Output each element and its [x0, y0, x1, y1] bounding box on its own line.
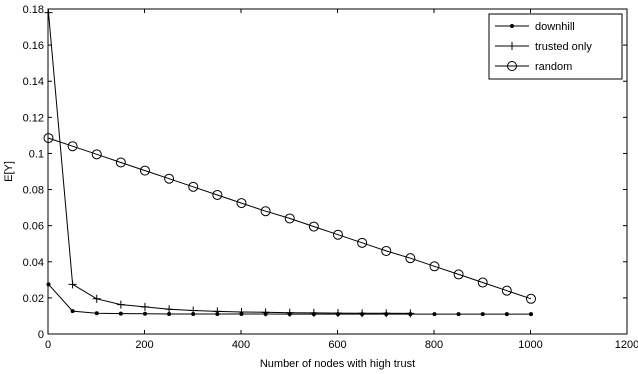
data-point-downhill [456, 312, 461, 317]
legend: downhill trusted only random [488, 13, 623, 80]
legend-marker-downhill [510, 24, 514, 28]
data-point-trusted-only [406, 309, 415, 318]
x-tick-label: 1200 [615, 339, 638, 351]
data-point-random [284, 213, 295, 224]
data-point-random [91, 149, 102, 160]
data-point-downhill [142, 311, 147, 316]
data-point-downhill [167, 311, 172, 316]
data-point-random [308, 221, 319, 232]
y-tick-label: 0.04 [23, 257, 44, 269]
data-point-downhill [504, 312, 509, 317]
data-point-downhill [70, 309, 75, 314]
data-point-random [236, 198, 247, 209]
y-tick-label: 0.12 [23, 112, 44, 124]
y-tick-label: 0.06 [23, 221, 44, 233]
series-random [43, 133, 536, 304]
y-tick-label: 0.02 [23, 293, 44, 305]
legend-label-trusted-only: trusted only [535, 41, 592, 53]
y-tick-label: 0.16 [23, 40, 44, 52]
series-group [43, 8, 536, 318]
series-line-random [48, 137, 532, 300]
data-point-random [260, 206, 271, 217]
data-point-random [43, 133, 54, 144]
data-point-trusted-only [285, 308, 294, 317]
data-point-trusted-only [165, 305, 174, 314]
data-point-trusted-only [92, 294, 101, 303]
data-point-trusted-only [68, 280, 77, 289]
data-point-trusted-only [116, 300, 125, 309]
x-tick-label: 1000 [518, 339, 542, 351]
data-point-downhill [46, 282, 51, 287]
x-tick-label: 0 [45, 339, 51, 351]
data-point-trusted-only [358, 309, 367, 318]
data-point-downhill [432, 312, 437, 317]
data-point-trusted-only [44, 8, 53, 17]
y-tick-label: 0.1 [29, 148, 44, 160]
y-axis-label: E[Y] [3, 161, 15, 182]
data-point-random [477, 277, 488, 288]
data-point-random [381, 245, 392, 256]
legend-label-random: random [535, 61, 572, 73]
x-tick-label: 800 [425, 339, 443, 351]
data-point-trusted-only [309, 308, 318, 317]
data-point-random [332, 229, 343, 240]
data-point-random [429, 261, 440, 272]
x-tick-label: 600 [328, 339, 346, 351]
legend-marker-trusted-only [508, 42, 516, 50]
data-point-trusted-only [333, 309, 342, 318]
series-trusted-only [44, 8, 415, 318]
data-point-downhill [94, 311, 99, 316]
data-point-random [357, 237, 368, 248]
data-point-downhill [480, 312, 485, 317]
data-point-downhill [528, 312, 533, 317]
data-point-trusted-only [261, 308, 270, 317]
legend-label-downhill: downhill [535, 21, 575, 33]
y-tick-label: 0 [38, 329, 44, 341]
data-point-random [453, 269, 464, 280]
data-point-downhill [118, 311, 123, 316]
x-axis-label: Number of nodes with high trust [260, 358, 415, 370]
data-point-random [67, 141, 78, 152]
legend-marker-random [507, 61, 517, 71]
data-point-random [501, 285, 512, 296]
data-point-trusted-only [382, 309, 391, 318]
data-point-trusted-only [237, 307, 246, 316]
data-point-random [115, 157, 126, 168]
y-tick-label: 0.08 [23, 185, 44, 197]
data-point-random [164, 173, 175, 184]
x-tick-label: 400 [232, 339, 250, 351]
data-point-trusted-only [189, 306, 198, 315]
data-point-random [525, 293, 536, 304]
data-point-random [212, 189, 223, 200]
x-tick-label: 200 [135, 339, 153, 351]
axis-ticks: 0 200 400 600 800 1000 1200 0 0.02 0.04 0.06 0.08 0.… [23, 4, 638, 351]
data-point-trusted-only [140, 302, 149, 311]
data-point-random [188, 181, 199, 192]
series-line-trusted-only [48, 12, 411, 314]
y-tick-label: 0.14 [23, 76, 44, 88]
data-point-random [139, 165, 150, 176]
data-point-trusted-only [213, 307, 222, 316]
y-tick-label: 0.18 [23, 4, 44, 16]
data-point-random [405, 253, 416, 264]
